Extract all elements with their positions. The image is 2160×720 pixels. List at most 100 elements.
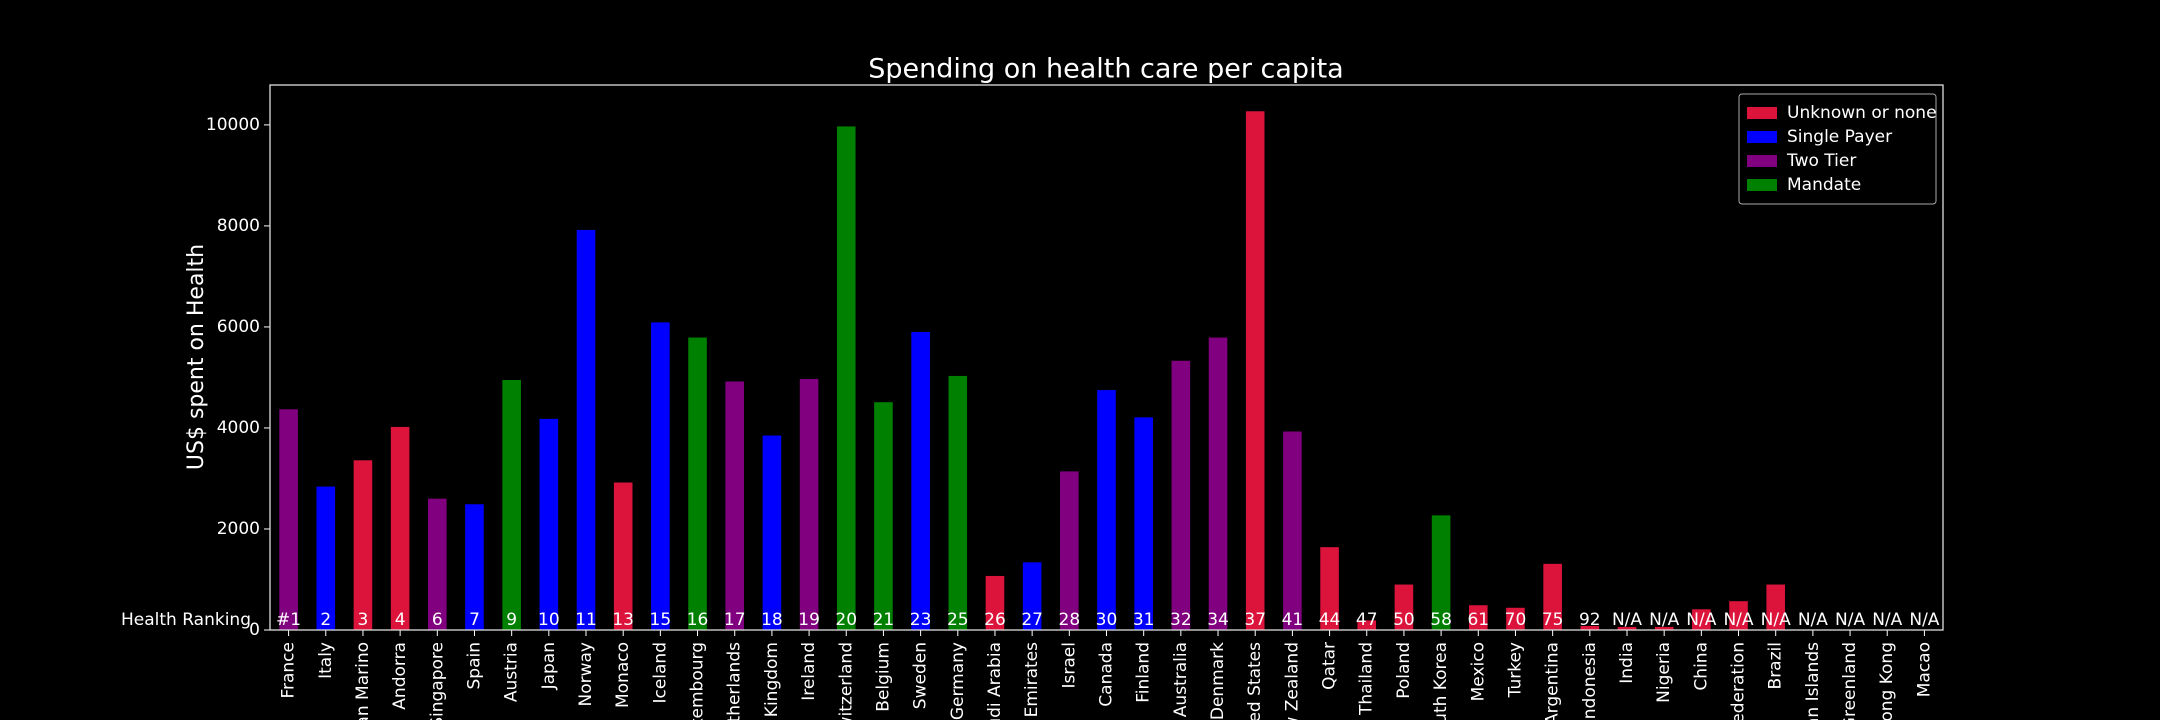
ranking: 61 (1467, 610, 1489, 630)
bar (836, 126, 856, 631)
ranking: 32 (1170, 610, 1192, 630)
ranking: 30 (1096, 610, 1118, 630)
ranking: 26 (984, 610, 1006, 630)
x-tick-label: Italy (316, 642, 336, 679)
bar (576, 229, 596, 630)
ranking: 44 (1319, 610, 1341, 630)
x-tick-label: United Kingdom (762, 642, 782, 720)
x-tick-label: Netherlands (725, 642, 745, 720)
bar (1208, 337, 1228, 630)
ranking: N/A (1872, 610, 1902, 630)
x-tick-label: Australia (1171, 642, 1191, 717)
x-tick-label: Turkey (1505, 642, 1525, 698)
ranking: 18 (761, 610, 783, 630)
x-tick-label: Hong Kong (1877, 642, 1897, 720)
ranking: N/A (1649, 610, 1679, 630)
y-tick-label: 2000 (217, 519, 260, 539)
legend-swatch (1747, 107, 1777, 119)
legend-label: Mandate (1787, 175, 1861, 195)
x-tick-label: Russian Federation (1729, 642, 1749, 720)
ranking: 92 (1579, 610, 1601, 630)
ranking: N/A (1909, 610, 1939, 630)
x-tick-label: Brazil (1766, 642, 1786, 689)
ranking: 47 (1356, 610, 1378, 630)
ranking: 27 (1021, 610, 1043, 630)
x-tick-label: Macao (1914, 642, 1934, 697)
bar (390, 426, 410, 630)
legend-box (1738, 93, 1937, 205)
bar (613, 482, 633, 630)
bar (1617, 626, 1637, 630)
bar (465, 504, 484, 630)
ranking: 9 (506, 610, 517, 630)
bar (1097, 390, 1116, 630)
bar (539, 418, 559, 630)
bar (1580, 625, 1600, 630)
x-tick-label: Saudi Arabia (985, 642, 1005, 720)
bar (1171, 360, 1191, 630)
legend-label: Single Payer (1787, 127, 1892, 147)
x-tick-label: Cayman Islands (1803, 642, 1823, 720)
x-tick-label: San Marino (353, 642, 373, 720)
x-tick-label: France (279, 642, 299, 699)
x-tick-label: Nigeria (1654, 642, 1674, 703)
ranking: 3 (358, 610, 369, 630)
ranking: 19 (798, 610, 820, 630)
x-tick-label: United States (1245, 642, 1265, 720)
x-tick-label: Belgium (873, 642, 893, 712)
ranking: 58 (1430, 610, 1452, 630)
ranking: 15 (650, 610, 672, 630)
bar (1766, 584, 1785, 630)
bar (1431, 515, 1451, 630)
bar (688, 337, 707, 630)
bar (1320, 547, 1339, 630)
ranking-label: Health Ranking (121, 610, 251, 630)
x-tick-label: India (1617, 642, 1637, 684)
bar (985, 575, 1005, 630)
x-tick-label: Austria (502, 642, 522, 702)
bar (1692, 609, 1711, 630)
ranking: 2 (320, 610, 331, 630)
x-tick-label: Greenland (1840, 642, 1860, 720)
bar (1357, 620, 1377, 630)
ranking: 10 (538, 610, 560, 630)
bar (911, 331, 930, 630)
bar (1729, 601, 1748, 630)
ranking: N/A (1761, 610, 1791, 630)
bar (502, 379, 521, 630)
ranking: 23 (910, 610, 932, 630)
y-tick-label: 0 (249, 620, 260, 640)
bar (1283, 431, 1302, 630)
x-tick-label: Ireland (799, 642, 819, 701)
bar (1394, 584, 1414, 630)
bar (279, 409, 298, 630)
x-tick-label: Denmark (1208, 642, 1228, 720)
y-tick-label: 6000 (217, 317, 260, 337)
ranking: 75 (1542, 610, 1564, 630)
ranking: 34 (1207, 610, 1229, 630)
x-tick-label: Norway (576, 642, 596, 707)
x-tick-label: Israel (1059, 642, 1079, 688)
y-tick-label: 8000 (217, 216, 260, 236)
legend-swatch (1747, 131, 1777, 143)
ranking: 17 (724, 610, 746, 630)
bar (1060, 471, 1079, 630)
ranking: 41 (1282, 610, 1304, 630)
ranking: 70 (1505, 610, 1527, 630)
y-tick-label: 10000 (206, 115, 260, 135)
bar (1468, 605, 1488, 630)
x-tick-label: Indonesia (1580, 642, 1600, 720)
bar (948, 375, 968, 630)
legend-swatch (1747, 155, 1777, 167)
ranking: #1 (276, 610, 301, 630)
x-tick-label: Qatar (1320, 642, 1340, 690)
legend-label: Unknown or none (1787, 103, 1937, 123)
x-tick-label: Monaco (613, 642, 633, 708)
bar (1022, 562, 1042, 630)
ranking: N/A (1835, 610, 1865, 630)
bar (799, 378, 819, 630)
x-tick-label: Andorra (390, 642, 410, 710)
x-tick-label: Finland (1134, 642, 1154, 703)
bar (1245, 111, 1265, 630)
